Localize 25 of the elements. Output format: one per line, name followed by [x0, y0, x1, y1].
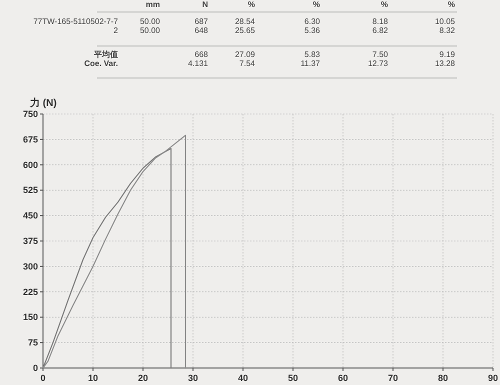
y-axis-title: 力 (N)	[30, 97, 57, 109]
y-tick-label: 225	[22, 286, 38, 297]
x-tick-label: 0	[40, 373, 46, 383]
y-tick-label: 750	[22, 109, 38, 119]
x-tick-label: 60	[338, 373, 348, 383]
y-tick-label: 450	[22, 210, 38, 221]
x-tick-label: 70	[388, 373, 398, 383]
y-tick-label: 0	[32, 363, 38, 373]
y-tick-label: 675	[22, 134, 38, 144]
x-tick-label: 50	[288, 373, 298, 383]
y-tick-label: 150	[22, 312, 38, 322]
table: mm N % % % % 77TW-165-5110502-7-7 50.00 687 28.54 6.30 8.18 10.05 2 50.00 648 25.65 5.36 6.82 8.32 平均值 668 27.09 5.83 7.50 9.19 Coe. Var. 4.131 7.54 11.37 12.73 13.28	[33, 0, 458, 78]
y-tick-label: 75	[28, 338, 38, 348]
line-series	[42, 134, 186, 369]
x-tick-label: 10	[88, 373, 98, 383]
y-tick-label: 300	[22, 261, 38, 272]
y-tick-label: 600	[22, 160, 38, 170]
x-tick-label: 40	[238, 373, 248, 383]
line-series	[42, 148, 172, 369]
y-tick-label: 525	[22, 185, 38, 196]
x-tick-label: 20	[138, 373, 148, 383]
x-tick-label: 80	[438, 373, 448, 383]
x-tick-label: 30	[188, 373, 198, 383]
y-tick-label: 375	[22, 236, 38, 246]
x-tick-label: 90	[488, 373, 498, 383]
